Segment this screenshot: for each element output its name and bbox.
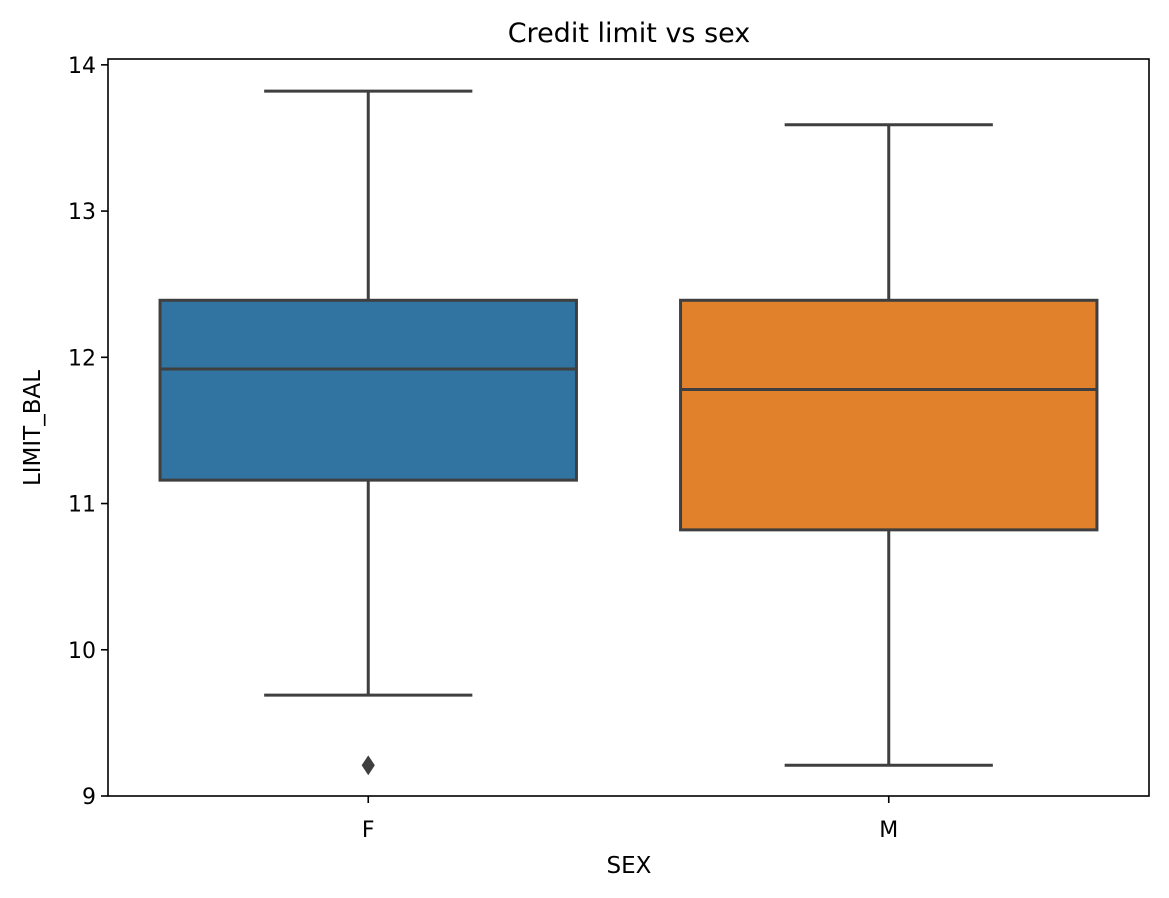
x-tick-label: F: [362, 818, 375, 843]
y-tick-label: 14: [68, 54, 96, 79]
chart-title: Credit limit vs sex: [508, 18, 751, 49]
y-tick-label: 10: [68, 639, 96, 664]
y-axis: 9 10 11 12 13 14: [68, 54, 108, 810]
box-group-M: [679, 123, 1099, 767]
x-axis-label: SEX: [607, 853, 652, 879]
box-iqr: [679, 298, 1099, 532]
y-tick-label: 11: [68, 493, 96, 518]
y-tick-label: 13: [68, 200, 96, 225]
y-tick-label: 12: [68, 346, 96, 371]
y-axis-label: LIMIT_BAL: [20, 370, 46, 486]
plot-area: [158, 89, 1099, 776]
box-group-F: [158, 89, 578, 776]
box-iqr: [158, 298, 578, 482]
x-tick-label: M: [879, 818, 898, 843]
plot-frame: [107, 58, 1150, 797]
outlier-point: [361, 755, 375, 776]
y-tick-label: 9: [82, 785, 96, 810]
